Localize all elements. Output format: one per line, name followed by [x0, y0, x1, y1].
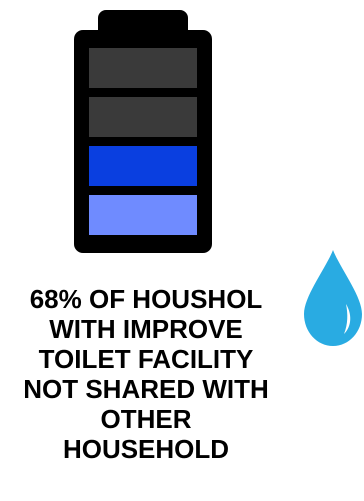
battery-level-1 — [89, 195, 197, 235]
caption-text: 68% OF HOUSHOL WITH IMPROVE TOILET FACIL… — [23, 284, 269, 464]
water-drop-highlight — [344, 304, 351, 334]
water-drop-icon — [304, 250, 362, 346]
water-drop-shape — [304, 250, 362, 346]
battery-body — [74, 30, 212, 253]
battery-level-4 — [89, 48, 197, 88]
battery-level-3 — [89, 97, 197, 137]
battery-icon — [74, 10, 212, 253]
battery-cap — [98, 10, 188, 32]
battery-level-2 — [89, 146, 197, 186]
